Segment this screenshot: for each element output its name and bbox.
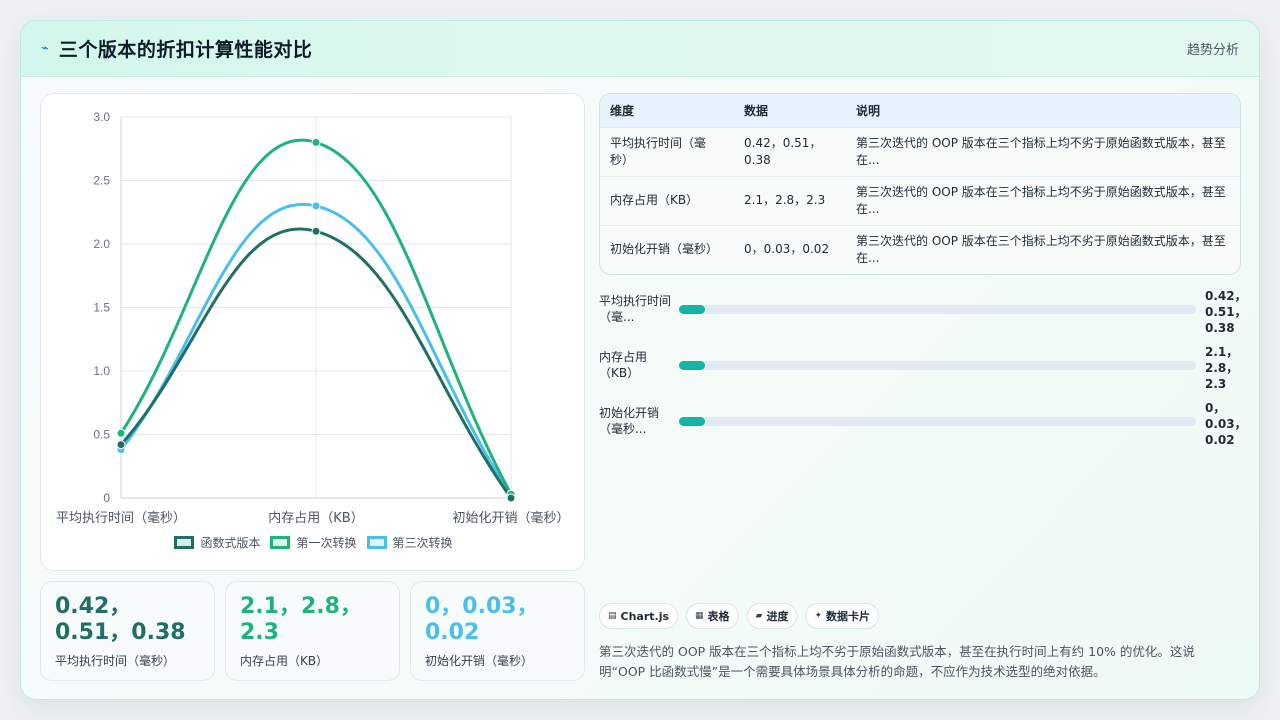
- table-cell: 平均执行时间（毫秒）: [600, 126, 734, 176]
- data-point: [116, 440, 126, 450]
- progress-label: 初始化开销（毫秒...: [599, 406, 660, 436]
- y-tick-label: 1.0: [93, 364, 110, 378]
- stat-card-init: 0，0.03，0.02 初始化开销（毫秒）: [410, 581, 585, 681]
- table-cell: 第三次迭代的 OOP 版本在三个指标上均不劣于原始函数式版本，甚至在...: [846, 175, 1240, 225]
- y-tick-label: 1.5: [93, 301, 110, 315]
- tab-chartjs[interactable]: ▤ Chart.js: [599, 603, 679, 629]
- tab-progress[interactable]: ▰ 进度: [746, 603, 798, 629]
- x-tick-label: 初始化开销（毫秒）: [452, 510, 569, 526]
- legend-item-third[interactable]: 第三次转换: [366, 534, 453, 551]
- table-cell: 内存占用（KB）: [600, 175, 734, 225]
- data-table: 维度 数据 说明 平均执行时间（毫秒） 0.42，0.51，0.38 第三次迭代…: [600, 94, 1240, 274]
- page-title: 三个版本的折扣计算性能对比: [58, 39, 313, 61]
- table-row: 初始化开销（毫秒） 0，0.03，0.02 第三次迭代的 OOP 版本在三个指标…: [600, 224, 1240, 274]
- x-tick-label: 平均执行时间（毫秒）: [56, 510, 186, 526]
- table-row: 平均执行时间（毫秒） 0.42，0.51，0.38 第三次迭代的 OOP 版本在…: [600, 126, 1240, 176]
- tab-table[interactable]: ▦ 表格: [686, 603, 739, 629]
- stat-value: 0.42，0.51，0.38: [55, 594, 186, 645]
- lightning-icon: ⌁: [41, 41, 49, 56]
- legend-label: 函数式版本: [200, 536, 261, 550]
- progress-value: 0，0.03，0.02: [1205, 401, 1247, 447]
- table-cell: 初始化开销（毫秒）: [600, 224, 734, 274]
- legend-label: 第一次转换: [296, 536, 357, 550]
- stat-label: 初始化开销（毫秒）: [425, 654, 534, 668]
- progress-value: 2.1，2.8，2.3: [1205, 345, 1239, 391]
- stat-value: 2.1，2.8，2.3: [240, 594, 362, 645]
- progress-row-init: 初始化开销（毫秒... 0，0.03，0.02: [599, 401, 1247, 453]
- progress-row-exec-time: 平均执行时间（毫... 0.42，0.51，0.38: [599, 289, 1247, 341]
- progress-track: [679, 417, 1196, 426]
- progress-label: 内存占用（KB）: [599, 350, 648, 380]
- data-point: [311, 137, 321, 147]
- legend-item-first[interactable]: 第一次转换: [270, 534, 357, 551]
- table-cell: 0，0.03，0.02: [734, 224, 846, 274]
- progress-track: [679, 305, 1196, 314]
- table-header-row: 维度 数据 说明: [600, 94, 1240, 127]
- stat-label: 平均执行时间（毫秒）: [55, 654, 176, 668]
- table-cell: 第三次迭代的 OOP 版本在三个指标上均不劣于原始函数式版本，甚至在...: [846, 224, 1240, 274]
- legend-swatch: [270, 536, 291, 549]
- x-tick-label: 内存占用（KB）: [268, 510, 363, 526]
- y-tick-label: 3.0: [93, 110, 110, 124]
- legend-swatch: [366, 536, 387, 549]
- table-header-dimension: 维度: [610, 103, 635, 118]
- y-tick-label: 2.5: [93, 174, 110, 188]
- progress-value: 0.42，0.51，0.38: [1205, 289, 1247, 335]
- legend-label: 第三次转换: [392, 536, 453, 550]
- view-tabs: ▤ Chart.js ▦ 表格 ▰ 进度 ✦ 数据卡片: [599, 603, 880, 629]
- stat-value: 0，0.03，0.02: [425, 594, 539, 645]
- table-row: 内存占用（KB） 2.1，2.8，2.3 第三次迭代的 OOP 版本在三个指标上…: [600, 175, 1240, 225]
- stat-label: 内存占用（KB）: [240, 654, 329, 668]
- data-point: [311, 226, 321, 236]
- dashboard-panel: ⌁ 三个版本的折扣计算性能对比 趋势分析 0 0.5 1.0 1.5 2.0 2.5 3.0…: [20, 20, 1260, 700]
- chart-icon: ▤: [608, 611, 617, 621]
- table-header-data: 数据: [744, 103, 769, 118]
- progress-fill: [679, 305, 705, 314]
- legend-item-functional[interactable]: 函数式版本: [174, 534, 260, 551]
- progress-track: [679, 361, 1196, 370]
- data-table-card: 维度 数据 说明 平均执行时间（毫秒） 0.42，0.51，0.38 第三次迭代…: [599, 93, 1241, 275]
- trend-analysis-link[interactable]: 趋势分析: [1186, 43, 1239, 58]
- progress-fill: [679, 361, 705, 370]
- y-tick-label: 2.0: [93, 237, 110, 251]
- table-cell: 0.42，0.51，0.38: [734, 126, 846, 176]
- stat-card-memory: 2.1，2.8，2.3 内存占用（KB）: [225, 581, 400, 681]
- table-header-notes: 说明: [856, 103, 881, 118]
- line-chart-card: 0 0.5 1.0 1.5 2.0 2.5 3.0 平均执行时间（毫秒） 内存占用（KB） 初始化…: [40, 93, 585, 571]
- progress-icon: ▰: [755, 611, 763, 621]
- table-cell: 第三次迭代的 OOP 版本在三个指标上均不劣于原始函数式版本，甚至在...: [846, 126, 1240, 176]
- data-point: [116, 428, 126, 438]
- tab-data-cards[interactable]: ✦ 数据卡片: [805, 603, 880, 629]
- panel-header: ⌁ 三个版本的折扣计算性能对比 趋势分析: [21, 21, 1259, 77]
- progress-label: 平均执行时间（毫...: [599, 294, 672, 324]
- legend-swatch: [174, 536, 195, 549]
- sparkle-icon: ✦: [814, 611, 823, 621]
- y-tick-label: 0.5: [93, 428, 110, 442]
- chart-legend: 函数式版本 第一次转换 第三次转换: [41, 534, 586, 551]
- y-tick-label: 0: [103, 491, 110, 505]
- table-icon: ▦: [695, 611, 704, 621]
- stat-card-exec-time: 0.42，0.51，0.38 平均执行时间（毫秒）: [40, 581, 215, 681]
- data-point: [506, 493, 516, 503]
- line-chart: 0 0.5 1.0 1.5 2.0 2.5 3.0 平均执行时间（毫秒） 内存占用（KB） 初始化…: [56, 110, 570, 526]
- data-point: [311, 201, 321, 211]
- summary-text: 第三次迭代的 OOP 版本在三个指标上均不劣于原始函数式版本，甚至在执行时间上有…: [599, 644, 1195, 679]
- progress-fill: [679, 417, 705, 426]
- table-cell: 2.1，2.8，2.3: [734, 175, 846, 225]
- progress-row-memory: 内存占用（KB） 2.1，2.8，2.3: [599, 345, 1241, 397]
